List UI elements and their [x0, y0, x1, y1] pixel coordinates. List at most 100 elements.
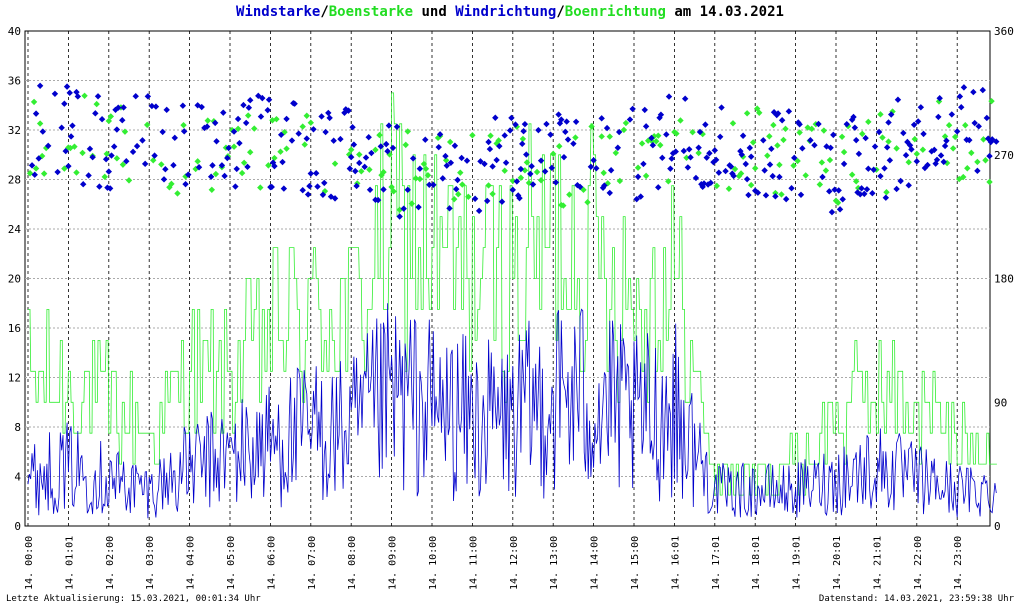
- x-tick-label: 14. 12:00: [509, 536, 520, 590]
- point-windrichtung: [738, 151, 745, 158]
- point-windrichtung: [54, 168, 61, 176]
- point-windrichtung: [162, 166, 169, 173]
- point-boenrichtung: [651, 132, 658, 140]
- point-windrichtung: [851, 124, 859, 131]
- point-windrichtung: [762, 192, 770, 199]
- point-windrichtung: [562, 128, 569, 136]
- point-boenrichtung: [689, 129, 696, 136]
- point-windrichtung: [657, 111, 665, 118]
- series-line-boenstarke: [28, 92, 997, 496]
- point-windrichtung: [102, 156, 110, 163]
- point-boenrichtung: [840, 148, 848, 156]
- point-boenrichtung: [521, 167, 529, 174]
- point-windrichtung: [517, 165, 525, 173]
- point-boenrichtung: [402, 141, 409, 149]
- point-windrichtung: [902, 151, 910, 159]
- point-boenrichtung: [73, 169, 80, 176]
- x-tick-label: 14. 06:00: [266, 536, 277, 590]
- point-windrichtung: [954, 128, 961, 135]
- point-windrichtung: [888, 111, 895, 118]
- point-windrichtung: [778, 117, 786, 124]
- point-windrichtung: [288, 137, 296, 144]
- point-windrichtung: [207, 173, 215, 180]
- point-windrichtung: [707, 179, 714, 187]
- title-windstarke: Windstarke: [236, 4, 321, 20]
- point-windrichtung: [32, 110, 40, 117]
- point-boenrichtung: [307, 119, 314, 126]
- point-windrichtung: [914, 118, 922, 125]
- x-tick-label: 14. 23:00: [953, 536, 964, 590]
- point-windrichtung: [508, 114, 515, 122]
- point-windrichtung: [843, 120, 850, 128]
- point-windrichtung: [629, 105, 636, 113]
- point-windrichtung: [848, 116, 856, 123]
- point-windrichtung: [259, 94, 266, 102]
- point-windrichtung: [346, 165, 354, 172]
- point-boenrichtung: [620, 126, 628, 134]
- point-windrichtung: [257, 113, 265, 120]
- point-boenrichtung: [584, 199, 591, 206]
- point-boenrichtung: [238, 169, 246, 177]
- point-windrichtung: [502, 159, 510, 166]
- point-windrichtung: [599, 184, 607, 192]
- point-windrichtung: [321, 179, 328, 187]
- x-tick-label: 14. 16:01: [670, 536, 681, 590]
- point-windrichtung: [67, 133, 75, 140]
- point-boenrichtung: [834, 199, 842, 206]
- point-windrichtung: [940, 158, 947, 166]
- point-windrichtung: [393, 123, 401, 130]
- x-tick-label: 14. 15:00: [630, 536, 641, 590]
- point-boenrichtung: [32, 165, 40, 172]
- point-boenrichtung: [962, 122, 969, 129]
- point-windrichtung: [894, 96, 902, 103]
- point-windrichtung: [696, 128, 704, 136]
- point-windrichtung: [181, 128, 188, 135]
- point-windrichtung: [283, 115, 290, 123]
- point-windrichtung: [45, 142, 52, 150]
- point-windrichtung: [552, 179, 560, 186]
- point-windrichtung: [139, 137, 146, 144]
- point-boenrichtung: [796, 129, 803, 136]
- point-windrichtung: [374, 196, 382, 204]
- point-boenrichtung: [616, 177, 624, 185]
- point-windrichtung: [928, 148, 935, 155]
- point-boenrichtung: [935, 98, 943, 105]
- point-windrichtung: [203, 123, 211, 130]
- point-windrichtung: [159, 128, 166, 136]
- point-windrichtung: [913, 158, 920, 165]
- point-windrichtung: [920, 130, 927, 138]
- point-boenrichtung: [964, 165, 971, 172]
- point-boenrichtung: [883, 188, 890, 196]
- point-windrichtung: [590, 157, 597, 164]
- point-windrichtung: [430, 181, 437, 189]
- point-windrichtung: [861, 190, 868, 198]
- point-boenrichtung: [677, 117, 684, 124]
- point-windrichtung: [729, 170, 736, 177]
- y-tick-left: 16: [8, 322, 21, 335]
- point-boenrichtung: [802, 172, 809, 179]
- point-windrichtung: [574, 181, 581, 189]
- point-boenrichtung: [366, 166, 373, 173]
- point-windrichtung: [626, 116, 634, 123]
- point-boenrichtung: [885, 138, 892, 145]
- point-boenrichtung: [265, 162, 272, 169]
- x-tick-label: 14. 09:00: [388, 536, 399, 590]
- point-boenrichtung: [303, 112, 310, 119]
- point-boenrichtung: [489, 190, 496, 198]
- x-tick-label: 14. 03:00: [145, 536, 156, 590]
- point-boenrichtung: [180, 121, 187, 129]
- point-windrichtung: [706, 150, 713, 157]
- point-windrichtung: [350, 141, 358, 148]
- point-boenrichtung: [889, 108, 896, 115]
- point-windrichtung: [877, 172, 884, 180]
- point-windrichtung: [471, 195, 479, 202]
- point-boenrichtung: [420, 160, 428, 168]
- point-windrichtung: [435, 143, 442, 151]
- point-boenrichtung: [826, 156, 834, 164]
- point-boenrichtung: [67, 144, 74, 152]
- point-windrichtung: [108, 152, 115, 159]
- point-windrichtung: [712, 156, 720, 164]
- footer-data-status: Datenstand: 14.03.2021, 23:59:38 Uhr: [818, 594, 1014, 604]
- point-windrichtung: [65, 162, 72, 170]
